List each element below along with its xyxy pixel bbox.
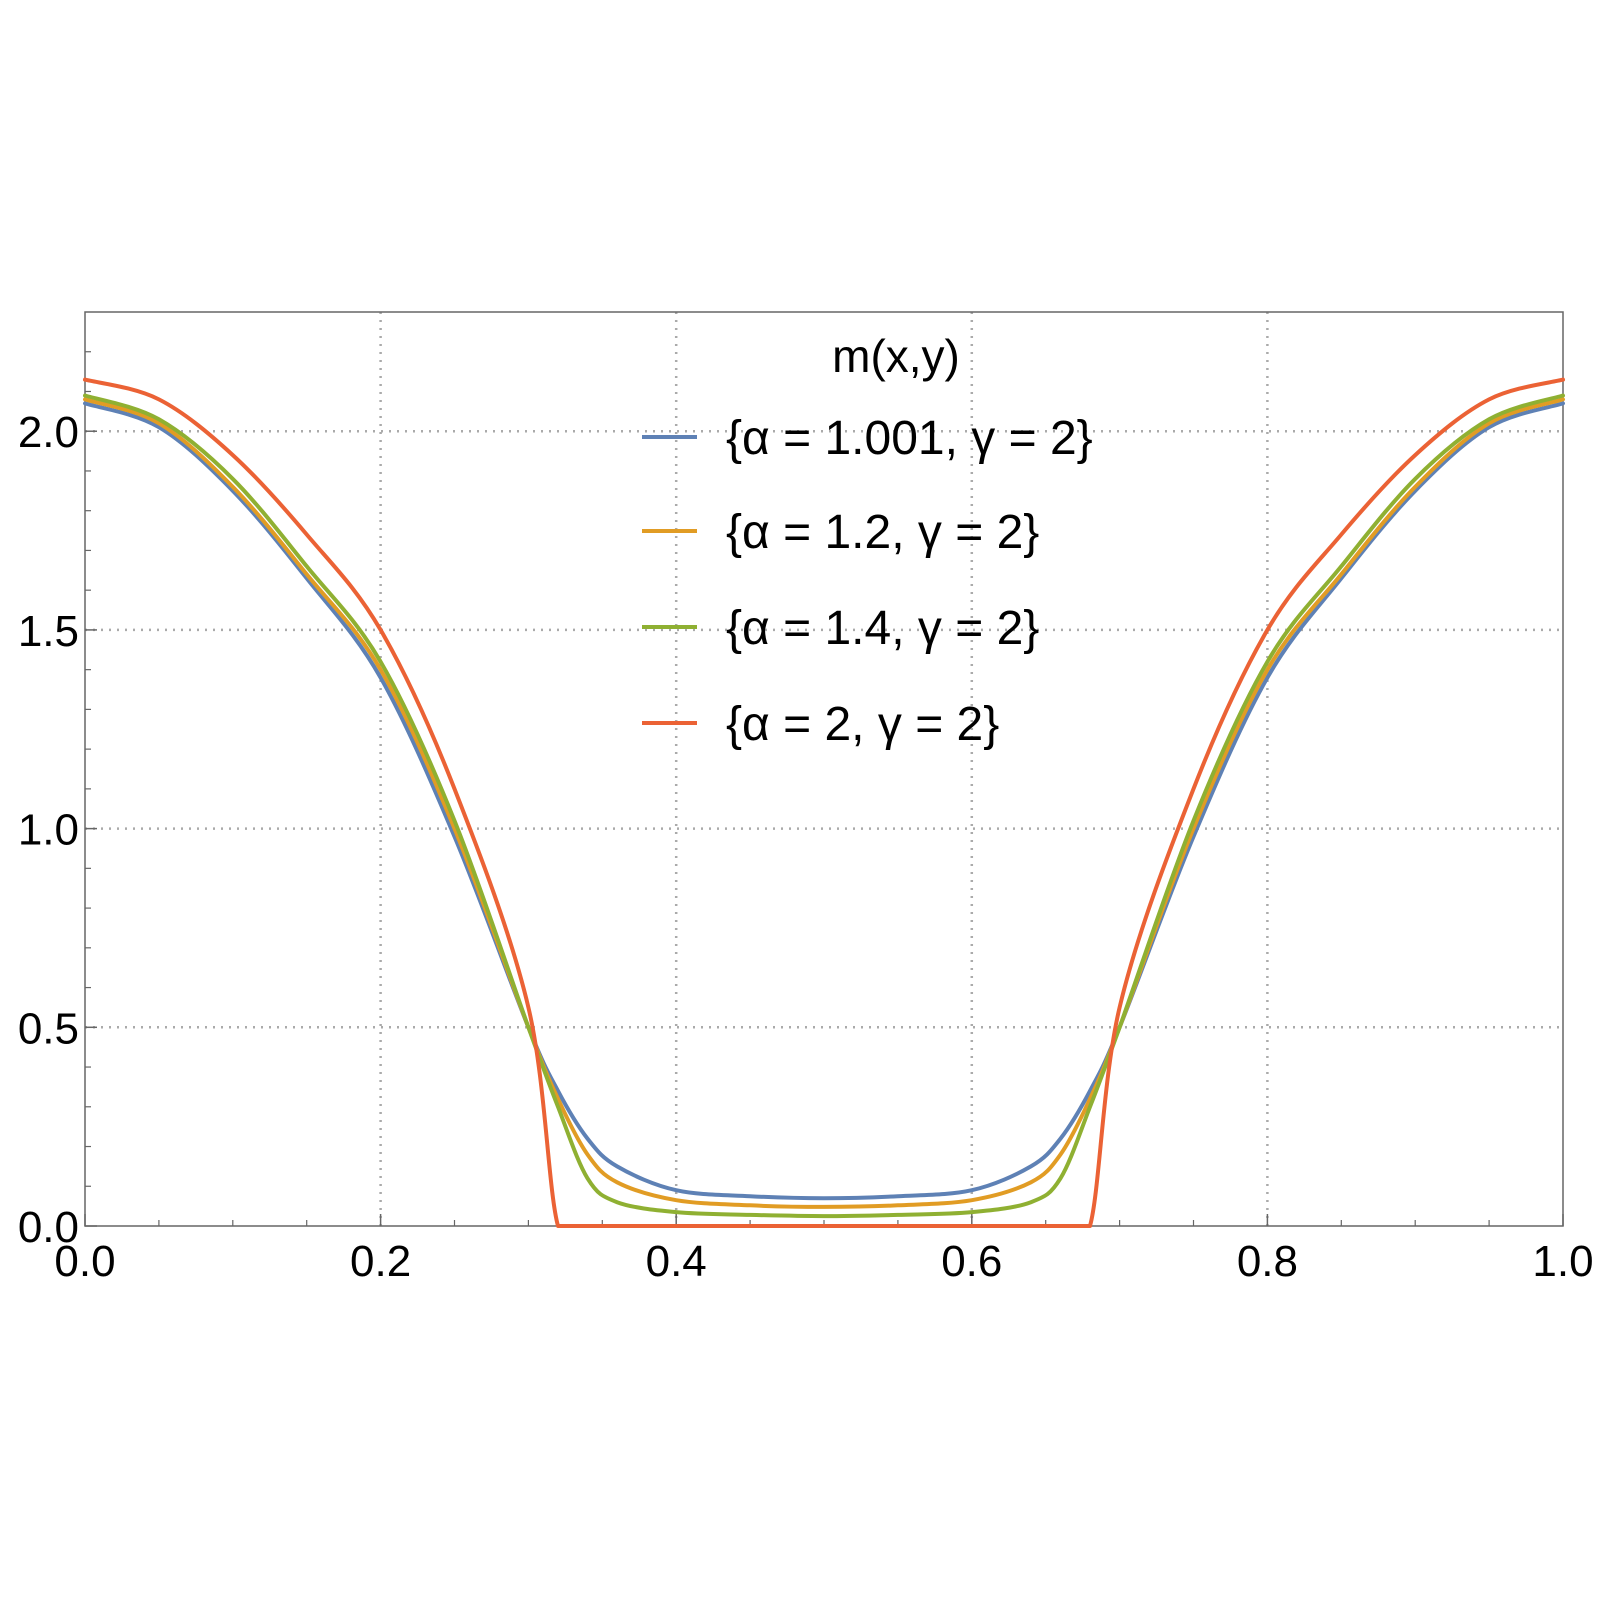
tick-layer: 0.0 0.2 0.4 0.6 0.8 1.0 0.0 0.5 1.0 1.5 2.0: [18, 351, 1594, 1286]
x-tick-label: 0.4: [646, 1237, 707, 1286]
series-line-3: [83, 393, 1565, 1219]
y-tick-label: 1.0: [18, 806, 79, 855]
grid-layer: [85, 312, 1563, 1226]
legend-label-3: {α = 1.4, γ = 2}: [726, 602, 1039, 655]
x-tick-label: 0.2: [350, 1237, 411, 1286]
series-layer: [83, 377, 1565, 1228]
legend-label-4: {α = 2, γ = 2}: [726, 698, 999, 751]
y-tick-label: 1.5: [18, 607, 79, 656]
series-line-4: [83, 377, 1565, 1228]
legend: m(x,y) {α = 1.001, γ = 2} {α = 1.2, γ = 2…: [642, 330, 1093, 751]
x-tick-label: 0.0: [54, 1237, 115, 1286]
series-line-2: [83, 397, 1565, 1209]
x-tick-label: 0.6: [941, 1237, 1002, 1286]
y-tick-label: 0.5: [18, 1004, 79, 1053]
y-tick-label: 0.0: [18, 1203, 79, 1252]
series-line-1: [83, 401, 1565, 1201]
legend-label-2: {α = 1.2, γ = 2}: [726, 506, 1039, 559]
x-tick-label: 0.8: [1237, 1237, 1298, 1286]
y-tick-label: 2.0: [18, 408, 79, 457]
legend-label-1: {α = 1.001, γ = 2}: [726, 412, 1093, 465]
legend-title: m(x,y): [832, 330, 960, 382]
x-tick-label: 1.0: [1532, 1237, 1593, 1286]
